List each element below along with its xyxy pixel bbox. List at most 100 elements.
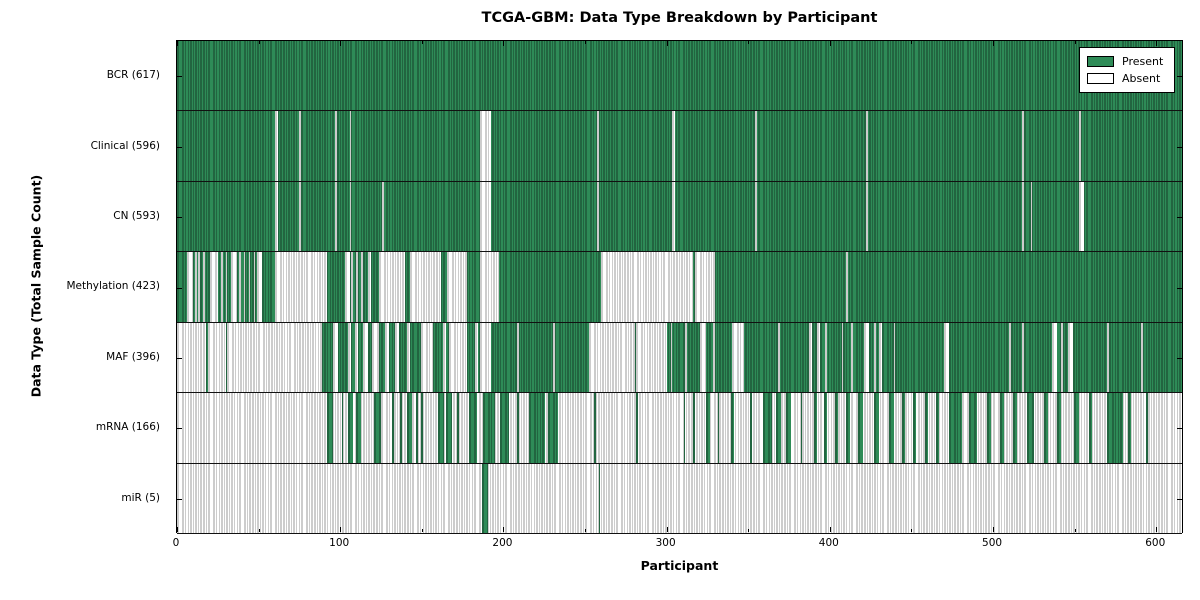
absent-segment: [893, 322, 896, 393]
present-segment: [717, 393, 720, 463]
absent-segment: [1022, 322, 1024, 393]
absent-segment: [479, 111, 492, 181]
x-major-tick: [666, 41, 668, 46]
y-tick-label-mir: miR (5): [121, 491, 160, 504]
y-major-tick: [1177, 357, 1182, 359]
present-segment: [846, 393, 850, 463]
present-segment: [1043, 393, 1049, 463]
x-minor-tick: [258, 529, 260, 532]
absent-segment: [356, 252, 358, 322]
absent-segment: [841, 322, 844, 393]
present-segment: [949, 393, 963, 463]
absent-segment: [362, 322, 368, 393]
present-segment: [1107, 393, 1124, 463]
absent-segment: [864, 322, 870, 393]
absent-segment: [597, 111, 599, 181]
present-segment: [1056, 393, 1062, 463]
absent-segment: [1022, 181, 1024, 252]
absent-swatch-icon: [1087, 73, 1114, 84]
legend: Present Absent: [1079, 47, 1175, 93]
plot-area: Present Absent: [176, 40, 1183, 534]
absent-segment: [225, 252, 228, 322]
absent-segment: [1009, 322, 1011, 393]
present-segment: [693, 393, 695, 463]
absent-segment: [207, 322, 226, 393]
absent-segment: [732, 322, 744, 393]
row-methylation: [177, 252, 1182, 323]
x-major-tick: [503, 527, 505, 532]
legend-item-absent: Absent: [1087, 70, 1167, 87]
x-minor-tick: [421, 529, 423, 532]
chart-title: TCGA-GBM: Data Type Breakdown by Partici…: [481, 10, 878, 26]
absent-segment: [1079, 111, 1081, 181]
absent-segment: [1061, 322, 1064, 393]
absent-segment: [256, 252, 262, 322]
absent-segment: [866, 181, 868, 252]
absent-segment: [248, 252, 251, 322]
absent-segment: [344, 252, 350, 322]
absent-segment: [274, 181, 278, 252]
absent-segment: [1067, 322, 1073, 393]
y-major-tick: [1177, 217, 1182, 219]
x-major-tick: [829, 527, 831, 532]
y-tick-label-mrna: mRNA (166): [95, 421, 160, 434]
absent-segment: [421, 322, 433, 393]
absent-segment: [670, 322, 673, 393]
absent-segment: [1079, 181, 1085, 252]
absent-segment: [385, 322, 389, 393]
present-segment: [481, 463, 489, 533]
x-axis-title: Participant: [640, 558, 719, 573]
present-segment: [986, 393, 992, 463]
row-mrna: [177, 393, 1182, 464]
absent-segment: [198, 252, 200, 322]
absent-segment: [808, 322, 813, 393]
absent-segment: [349, 111, 352, 181]
absent-segment: [351, 252, 353, 322]
absent-segment: [378, 252, 406, 322]
x-tick-label-100: 100: [329, 537, 350, 549]
x-major-tick: [1156, 41, 1158, 46]
present-segment: [888, 393, 894, 463]
x-major-tick: [177, 41, 178, 46]
absent-segment: [1030, 181, 1033, 252]
absent-segment: [243, 252, 246, 322]
y-major-tick: [1177, 428, 1182, 430]
y-major-tick: [1177, 76, 1182, 78]
present-segment: [437, 393, 445, 463]
x-tick-label-600: 600: [1145, 537, 1166, 549]
absent-segment: [354, 322, 358, 393]
x-minor-tick: [748, 529, 750, 532]
x-major-tick: [340, 527, 342, 532]
present-segment: [528, 393, 546, 463]
absent-segment: [846, 252, 849, 322]
absent-segment: [395, 322, 399, 393]
present-segment: [924, 393, 928, 463]
x-minor-tick: [1074, 529, 1076, 532]
present-segment: [1074, 393, 1080, 463]
x-minor-tick: [585, 41, 587, 44]
present-segment: [968, 393, 977, 463]
absent-segment: [220, 252, 223, 322]
present-segment: [392, 393, 394, 463]
absent-segment: [755, 111, 757, 181]
absent-segment: [1141, 322, 1143, 393]
absent-segment: [672, 181, 676, 252]
absent-segment: [227, 322, 322, 393]
absent-segment: [334, 181, 337, 252]
present-segment: [1012, 393, 1018, 463]
y-tick-label-methylation: Methylation (423): [66, 280, 160, 293]
absent-segment: [817, 322, 821, 393]
present-segment: [483, 393, 495, 463]
present-segment: [706, 393, 710, 463]
absent-segment: [230, 252, 238, 322]
absent-segment: [672, 111, 676, 181]
absent-segment: [778, 322, 780, 393]
present-segment: [1146, 393, 1148, 463]
absent-segment: [636, 322, 668, 393]
x-minor-tick: [258, 41, 260, 44]
present-segment: [457, 393, 459, 463]
present-segment: [374, 393, 381, 463]
x-minor-tick: [748, 41, 750, 44]
absent-segment: [348, 322, 352, 393]
absent-segment: [361, 252, 363, 322]
